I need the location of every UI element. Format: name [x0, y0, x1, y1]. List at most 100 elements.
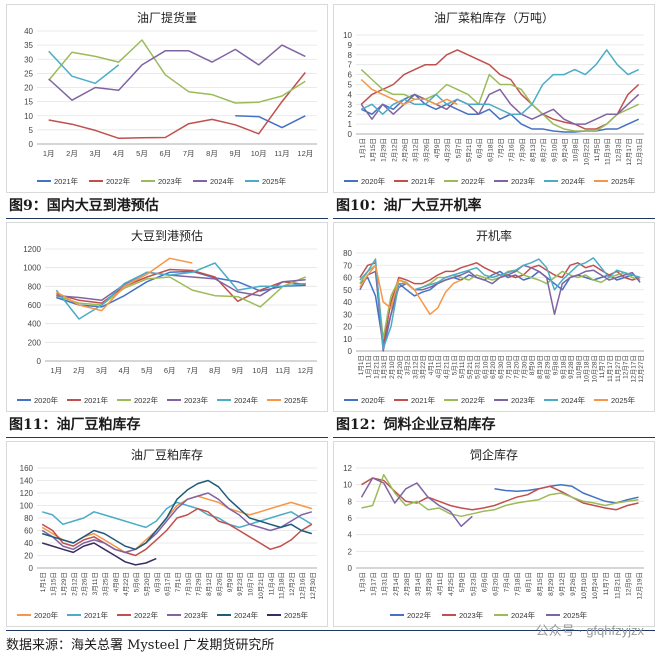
legend-label: 2020年	[34, 395, 59, 405]
x-tick-label: 11月7日	[602, 572, 610, 595]
x-tick-label: 6月6日	[480, 572, 488, 592]
y-tick-label: 0	[29, 140, 34, 149]
legend-label: 2021年	[54, 176, 79, 186]
x-tick-label: 5月20日	[143, 572, 151, 596]
chart-svg-3: 大豆到港预估 0 200 400 600 800 1000 1200 1月 2月 3月 4月 5月 6月 7…	[17, 229, 317, 405]
y-tick-label: 10	[343, 481, 352, 490]
legend-item-2: 2021年	[67, 610, 109, 620]
x-tick-label: 6月	[159, 149, 171, 158]
x-tick-label: 11月17日	[606, 355, 614, 382]
series-line-5	[41, 479, 313, 551]
legend-label: 2021年	[84, 395, 109, 405]
legend-label: 2022年	[461, 176, 486, 186]
x-tick-label: 6月18日	[486, 138, 494, 162]
x-tick-label: 9月9日	[226, 572, 234, 592]
y-tick-label: 0	[29, 564, 34, 573]
x-tick-label: 8月27日	[540, 138, 548, 162]
y-tick-label: 120	[20, 489, 34, 498]
y-tick-label: 60	[343, 274, 352, 283]
x-tick-label: 5月11日	[458, 355, 466, 378]
y-tick-label: 5	[348, 81, 353, 90]
legend-item-4: 2024年	[193, 176, 235, 186]
series-line-6	[55, 257, 193, 312]
y-tick-label: 0	[37, 357, 42, 366]
legend-label: 2020年	[361, 395, 386, 405]
legend-label: 2020年	[361, 176, 386, 186]
series-line-6	[359, 264, 462, 316]
x-tick-label: 6月17日	[164, 572, 172, 596]
legend-item-3: 2023年	[141, 176, 183, 186]
chart-title: 油厂提货量	[137, 10, 197, 25]
legend-item-5: 2024年	[544, 176, 586, 186]
x-tick-label: 8月	[206, 149, 218, 158]
y-tick-label: 35	[24, 41, 33, 50]
x-tick-label: 1月1日	[358, 138, 366, 158]
x-tick-label: 3月	[89, 149, 101, 158]
legend-label: 2025年	[284, 610, 309, 620]
x-tick-label: 6月3日	[153, 572, 161, 592]
x-tick-label: 5月7日	[454, 138, 462, 158]
legend-label: 2025年	[563, 610, 588, 620]
chart-title: 饲企库存	[470, 447, 518, 462]
x-tick-label: 9月24日	[561, 138, 569, 162]
series-line-2	[56, 268, 306, 304]
x-tick-label: 6月20日	[489, 355, 497, 379]
x-tick-label: 10月8日	[572, 138, 580, 162]
x-tick-label: 1月1日	[39, 572, 47, 592]
series-line-5	[48, 50, 120, 85]
caption-underline-4	[333, 437, 655, 438]
x-tick-label: 3月12日	[412, 138, 420, 162]
x-tick-label: 8月13日	[529, 138, 537, 162]
x-tick-label: 10月7日	[247, 572, 255, 596]
y-tick-label: 2	[348, 110, 353, 119]
x-tick-label: 8月12日	[205, 572, 213, 596]
x-tick-label: 7月29日	[195, 572, 203, 596]
legend-item-6: 2025年	[594, 176, 636, 186]
x-tick-label: 4月25日	[447, 572, 455, 596]
legend-label: 2023年	[184, 610, 209, 620]
series-line-6	[41, 542, 157, 566]
x-tick-label: 12月3日	[614, 138, 622, 162]
x-tick-label: 1月31日	[380, 355, 388, 379]
x-tick-label: 3月25日	[101, 572, 109, 596]
legend-label: 2022年	[461, 395, 486, 405]
chart-title: 大豆到港预估	[131, 229, 203, 243]
y-tick-label: 2	[348, 547, 353, 556]
legend-item-5: 2024年	[217, 395, 259, 405]
legend-item-2: 2021年	[394, 395, 436, 405]
y-tick-label: 30	[343, 310, 352, 319]
y-tick-label: 10	[343, 31, 352, 40]
x-tick-label: 10月10日	[580, 572, 588, 599]
source-note: 数据来源：海关总署 Mysteel 广发期货研究所	[6, 638, 275, 653]
x-tick-label: 1月29日	[380, 138, 388, 162]
legend-label: 2022年	[134, 610, 159, 620]
y-tick-label: 4	[348, 531, 353, 540]
x-tick-label: 4月21日	[443, 355, 451, 379]
legend-item-1: 2020年	[17, 610, 59, 620]
x-tick-label: 1月11日	[365, 355, 373, 378]
x-tick-label: 1月21日	[372, 355, 380, 379]
y-tick-label: 20	[24, 84, 33, 93]
x-tick-label: 4月22日	[122, 572, 130, 596]
x-tick-label: 2月	[66, 149, 78, 158]
y-tick-label: 50	[343, 286, 352, 295]
x-tick-label: 5月1日	[450, 355, 458, 375]
legend-item-2: 2022年	[89, 176, 131, 186]
legend-item-3: 2022年	[117, 610, 159, 620]
x-tick-label: 1月29日	[60, 572, 68, 596]
x-tick-label: 9月18日	[559, 355, 567, 379]
legend-label: 2022年	[407, 610, 432, 620]
legend-item-4: 2023年	[494, 176, 536, 186]
legend-item-1: 2022年	[390, 610, 432, 620]
series-line-4	[41, 492, 313, 554]
legend-label: 2023年	[511, 395, 536, 405]
series-line-3	[41, 507, 313, 557]
x-tick-label: 7月15日	[184, 572, 192, 596]
x-tick-label: 2月12日	[390, 138, 398, 162]
y-tick-label: 600	[28, 301, 42, 310]
y-tick-label: 10	[24, 112, 33, 121]
x-tick-label: 10月	[252, 366, 268, 375]
chart-svg-6: 饲企库存 0 2 4 6 8 10 12 1月3日 1月17日 1月31日 2月14日 2月28日 3月1…	[343, 447, 644, 620]
series-line-3	[56, 276, 306, 308]
x-tick-label: 8月29日	[547, 572, 555, 596]
